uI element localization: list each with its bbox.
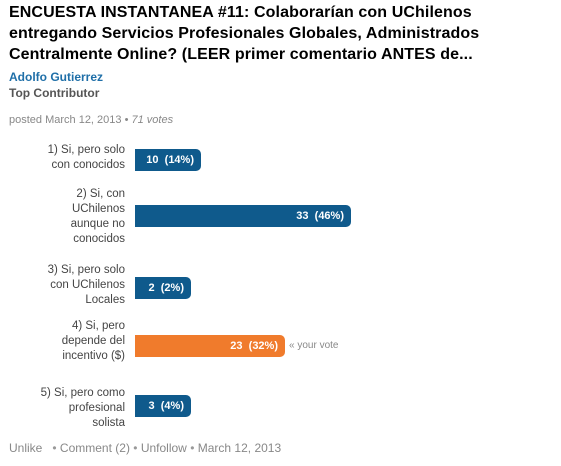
author-name[interactable]: Adolfo Gutierrez: [9, 70, 104, 84]
post-actions: Unlike • Comment (2) • Unfollow • March …: [9, 440, 281, 456]
poll-percent: (32%): [248, 340, 278, 352]
post-date-link[interactable]: March 12, 2013: [197, 441, 282, 455]
poll-count: 23: [230, 340, 243, 352]
poll-count: 33: [296, 210, 309, 222]
poll-option-label-line: 4) Si, pero: [71, 320, 125, 332]
poll-post: ENCUESTA INSTANTANEA #11: Colaborarían c…: [9, 0, 554, 429]
poll-bar: 33 (46%): [135, 205, 351, 227]
poll-option-label: 3) Si, pero solo con UChilenos Locales: [9, 263, 125, 308]
comment-link[interactable]: Comment (2): [59, 441, 130, 455]
poll-option-label-line: conocidos: [73, 233, 125, 245]
poll-bar: 10 (14%): [135, 149, 201, 171]
poll-option-label-line: incentivo ($): [62, 350, 125, 362]
unlike-link[interactable]: Unlike: [9, 441, 43, 455]
poll-option-label: 4) Si, pero depende del incentivo ($): [9, 319, 125, 364]
post-meta: posted March 12, 2013 • 71 votes: [9, 113, 554, 127]
poll-percent: (2%): [160, 282, 184, 294]
poll-option-label: 1) Si, pero solo con conocidos: [9, 143, 125, 173]
post-date: posted March 12, 2013 •: [9, 114, 132, 126]
poll-option-label-line: 3) Si, pero solo: [47, 264, 125, 276]
post-title[interactable]: ENCUESTA INSTANTANEA #11: Colaborarían c…: [9, 4, 480, 63]
poll-option-label-line: aunque no: [70, 218, 125, 230]
poll-option-label: 5) Si, pero como profesional solista: [9, 386, 125, 431]
poll-option-label: 2) Si, con UChilenos aunque no conocidos: [9, 187, 125, 247]
poll-option-label-line: 2) Si, con: [76, 188, 125, 200]
poll-bar-voted: 23 (32%): [135, 335, 285, 357]
poll-option-label-line: con conocidos: [51, 159, 125, 171]
unfollow-link[interactable]: Unfollow: [140, 441, 187, 455]
poll-bar: 2 (2%): [135, 277, 191, 299]
poll-count: 2: [148, 282, 155, 294]
author-role: Top Contributor: [9, 86, 100, 100]
poll-count: 3: [148, 400, 155, 412]
separator: •: [190, 441, 195, 455]
poll-option-label-line: Locales: [85, 294, 125, 306]
poll-count: 10: [146, 154, 159, 166]
separator: •: [52, 441, 57, 455]
your-vote-indicator: « your vote: [289, 340, 339, 351]
poll-percent: (46%): [314, 210, 344, 222]
poll-bar: 3 (4%): [135, 395, 191, 417]
poll-option-label-line: depende del: [61, 335, 125, 347]
vote-count: 71 votes: [131, 114, 174, 126]
poll-percent: (14%): [164, 154, 194, 166]
poll-option-label-line: 1) Si, pero solo: [47, 144, 125, 156]
poll-option-label-line: con UChilenos: [50, 279, 125, 291]
poll-option-label-line: profesional: [68, 402, 125, 414]
poll-option-label-line: solista: [92, 417, 125, 429]
poll-option-label-line: UChilenos: [71, 203, 125, 215]
poll-percent: (4%): [160, 400, 184, 412]
separator: •: [133, 441, 138, 455]
poll-option-label-line: 5) Si, pero como: [40, 387, 125, 399]
